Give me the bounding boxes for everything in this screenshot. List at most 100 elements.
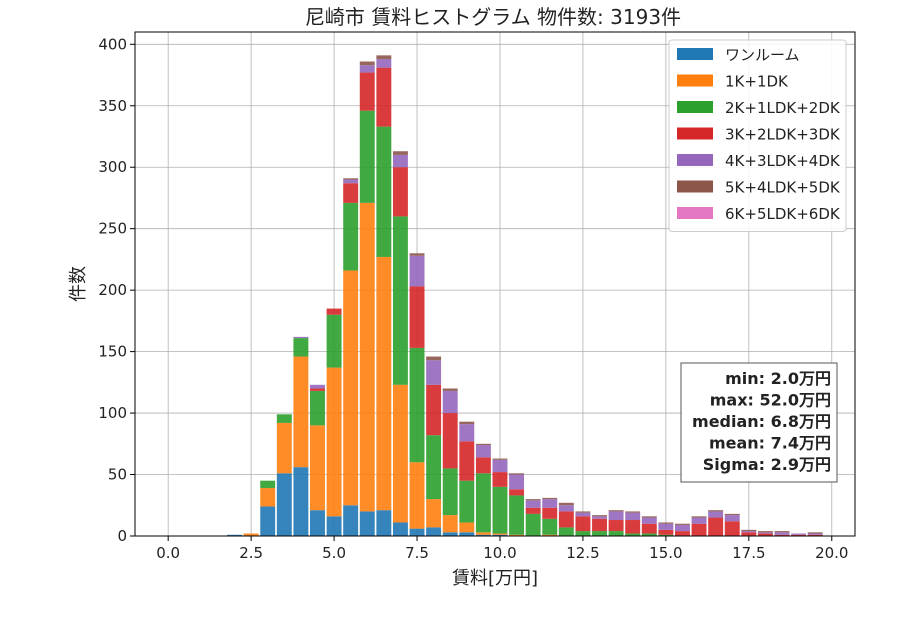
bar-segment	[426, 356, 442, 361]
bar-segment	[293, 356, 309, 468]
legend-box	[668, 39, 847, 232]
bar-segment	[409, 286, 425, 348]
bar-segment	[592, 531, 607, 536]
y-tick-label: 350	[98, 97, 127, 115]
legend-swatch	[677, 207, 713, 219]
bar-segment	[475, 473, 491, 533]
bar-segment	[310, 510, 325, 536]
bar-segment	[542, 507, 558, 519]
bar-segment	[310, 425, 325, 511]
bar-segment	[475, 443, 491, 446]
bar-segment	[575, 516, 591, 532]
legend-swatch	[677, 127, 713, 140]
bar-segment	[525, 507, 541, 514]
stats-box-frame	[680, 362, 838, 483]
bar-segment	[658, 534, 674, 536]
y-tick-label: 50	[108, 466, 127, 484]
bar-segment	[392, 151, 408, 155]
legend-label: 2K+1LDK+2DK	[725, 99, 841, 117]
bar-segment	[409, 462, 425, 529]
x-tick-label: 0.0	[156, 544, 180, 562]
bar-segment	[675, 524, 690, 532]
bar-segment	[724, 521, 740, 536]
y-tick-label: 250	[98, 220, 127, 238]
bar-segment	[741, 529, 757, 532]
bar-segment	[492, 459, 508, 473]
y-tick-label: 300	[98, 158, 127, 176]
y-tick-label: 100	[98, 404, 127, 422]
bar-segment	[392, 522, 408, 536]
bar-segment	[492, 486, 508, 534]
bar-segment	[293, 467, 309, 536]
stats-line: Sigma: 2.9万円	[703, 455, 831, 474]
legend-label: 1K+1DK	[725, 73, 789, 91]
bar-segment	[492, 534, 508, 536]
bar-segment	[641, 517, 657, 524]
bar-segment	[492, 533, 508, 535]
bar-segment	[708, 517, 724, 536]
bar-segment	[509, 495, 525, 535]
bar-segment	[442, 515, 458, 533]
bar-segment	[359, 61, 375, 66]
bar-segment	[426, 435, 442, 500]
bar-segment	[243, 533, 259, 536]
bar-segment	[774, 534, 790, 536]
legend-swatch	[677, 48, 713, 60]
bar-segment	[343, 505, 359, 536]
bar-segment	[558, 505, 574, 512]
bar-segment	[310, 390, 325, 426]
bar-segment	[658, 523, 674, 530]
bar-segment	[741, 532, 757, 536]
y-tick-label: 200	[98, 281, 127, 299]
bar-segment	[724, 513, 740, 516]
bar-segment	[459, 532, 475, 536]
bar-segment	[492, 472, 508, 487]
legend-label: 6K+5LDK+6DK	[725, 205, 841, 223]
legend-label: 3K+2LDK+3DK	[725, 126, 841, 144]
bar-segment	[558, 511, 574, 528]
bar-segment	[310, 384, 325, 389]
bar-segment	[326, 516, 342, 536]
bar-segment	[625, 520, 641, 534]
bar-segment	[326, 367, 342, 517]
bar-segment	[459, 424, 475, 442]
bar-segment	[492, 458, 508, 460]
x-tick-label: 5.0	[322, 544, 346, 562]
bar-segment	[359, 110, 375, 203]
legend-swatch	[677, 180, 713, 193]
bar-segment	[409, 253, 425, 256]
bar-segment	[276, 414, 292, 423]
legend-label: 4K+3LDK+4DK	[725, 152, 841, 170]
stats-line: min: 2.0万円	[725, 369, 831, 388]
bar-segment	[542, 499, 558, 508]
bar-segment	[409, 347, 425, 463]
bar-segment	[293, 338, 309, 357]
bar-segment	[343, 179, 359, 184]
plot-frame	[134, 31, 856, 537]
bar-segment	[542, 534, 558, 536]
stats-line: mean: 7.4万円	[709, 434, 831, 453]
bar-segment	[608, 510, 624, 512]
stats-line: max: 52.0万円	[710, 391, 831, 410]
x-tick-label: 20.0	[815, 544, 848, 562]
bar-segment	[459, 480, 475, 523]
bar-segment	[608, 511, 624, 521]
bar-segment	[641, 533, 657, 536]
bar-segment	[757, 531, 773, 533]
bar-segment	[475, 532, 491, 535]
bar-segment	[509, 489, 525, 496]
bar-segment	[442, 413, 458, 469]
bar-segment	[525, 500, 541, 508]
bar-segment	[310, 388, 325, 391]
bar-segment	[791, 533, 807, 535]
chart-title: 尼崎市 賃料ヒストグラム 物件数: 3193件	[305, 5, 681, 29]
bar-segment	[708, 510, 724, 512]
legend: ワンルーム 1K+1DK 2K+1LDK+2DK 3K+2LDK+3DK 4K+3LDK…	[668, 39, 847, 232]
bar-segment	[741, 531, 757, 533]
x-tick-label: 15.0	[649, 544, 682, 562]
bar-segment	[426, 384, 442, 436]
bar-segment	[608, 531, 624, 536]
bar-segment	[608, 520, 624, 532]
bar-segment	[343, 270, 359, 506]
bar-segment	[691, 523, 707, 536]
